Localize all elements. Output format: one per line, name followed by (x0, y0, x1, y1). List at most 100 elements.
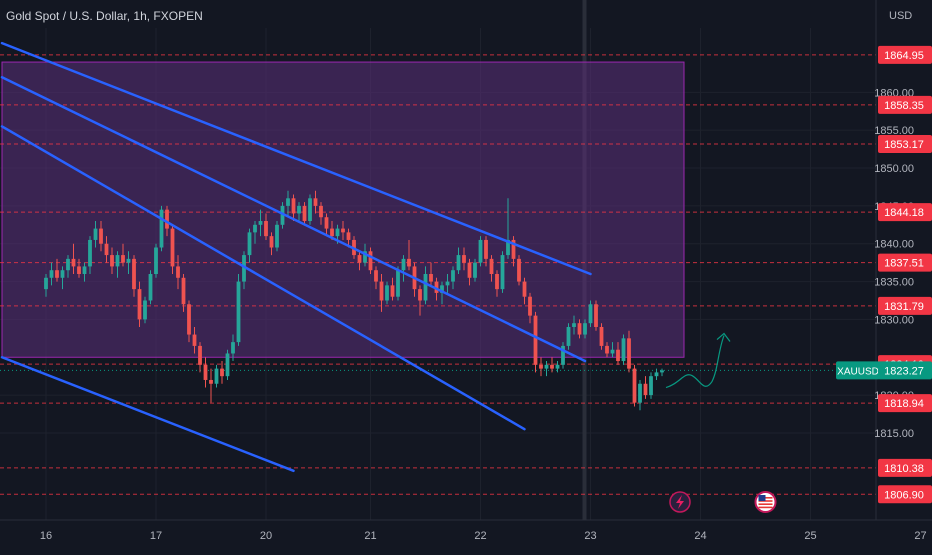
candle-body (462, 255, 466, 263)
lightning-glyph (676, 495, 684, 509)
candle-body (484, 239, 488, 259)
candle-body (192, 334, 197, 346)
price-level-label: 1810.38 (884, 463, 924, 475)
price-level-badge (878, 203, 932, 222)
candle-body (44, 277, 48, 290)
candle-body (82, 266, 87, 274)
candle-body (291, 198, 296, 214)
candle-body (473, 262, 477, 278)
candle-body (572, 323, 576, 327)
candle-body (566, 326, 571, 346)
candle-body (561, 345, 565, 365)
candle-body (368, 251, 373, 271)
candle-body (550, 364, 554, 369)
candle-body (594, 304, 598, 327)
candle-body (456, 255, 461, 271)
y-tick-label: 1835.00 (874, 277, 914, 289)
price-axis-background (876, 0, 932, 550)
candle-body (649, 376, 653, 396)
price-level-label: 1831.79 (884, 301, 924, 313)
candle-body (187, 304, 191, 335)
candle-body (253, 224, 257, 233)
y-tick-label: 1815.00 (874, 428, 914, 440)
candle-body (319, 205, 323, 218)
candle-body (324, 217, 329, 229)
trendline (0, 125, 526, 431)
candle-body (583, 323, 587, 335)
flag-stripe (758, 503, 773, 505)
candle-body (434, 281, 439, 293)
candle-body (159, 209, 164, 248)
candle-body (363, 251, 367, 263)
candle-body (71, 258, 76, 267)
x-tick-label: 25 (804, 530, 816, 542)
supply-zone (1, 61, 685, 358)
flag-canton (758, 495, 766, 501)
currency-label: USD (889, 10, 913, 22)
flag-stripe (758, 506, 773, 509)
candle-body (522, 281, 527, 297)
candle-body (209, 379, 213, 384)
price-level-badge (878, 458, 932, 477)
candle-body (374, 270, 378, 282)
y-tick-label: 1855.00 (874, 125, 914, 137)
candle-body (225, 353, 230, 377)
price-level-badge (878, 394, 932, 413)
candle-body (275, 224, 279, 248)
price-level-badge (878, 253, 932, 272)
candle-body (176, 266, 180, 278)
symbol-label: XAUUSD (837, 366, 879, 377)
candle-body (198, 345, 202, 365)
y-tick-label: 1830.00 (874, 314, 914, 326)
candle-body (55, 270, 59, 278)
candle-body (132, 258, 136, 290)
candle-body (577, 323, 582, 335)
candle-body (638, 383, 642, 403)
candle-body (99, 228, 103, 244)
candle-body (269, 236, 274, 248)
price-level-label: 1806.90 (884, 489, 924, 501)
candle-body (335, 228, 340, 237)
candle-body (390, 285, 395, 297)
x-tick-label: 24 (694, 530, 706, 542)
candle-body (660, 370, 664, 373)
candle-body (280, 205, 285, 225)
candle-body (49, 270, 54, 278)
candle-body (445, 281, 450, 286)
x-tick-label: 16 (40, 530, 52, 542)
candle-body (654, 372, 659, 377)
candle-body (220, 368, 224, 377)
candle-body (533, 315, 538, 365)
price-level-label: 1853.17 (884, 139, 924, 151)
candle-body (264, 221, 268, 237)
candle-body (632, 368, 637, 403)
candle-body (616, 349, 620, 362)
candle-body (110, 255, 114, 267)
candle-body (148, 274, 153, 301)
candle-body (88, 239, 92, 267)
candle-body (126, 258, 131, 263)
candle-body (66, 258, 70, 271)
x-tick-label: 20 (260, 530, 272, 542)
candle-body (643, 383, 648, 396)
candle-body (170, 228, 175, 267)
y-tick-label: 1840.00 (874, 239, 914, 251)
x-tick-label: 22 (474, 530, 486, 542)
candle-body (181, 277, 186, 305)
candle-body (396, 270, 400, 297)
candle-body (137, 289, 142, 320)
candle-body (214, 368, 219, 384)
candle-body (297, 205, 301, 214)
trendline (0, 356, 295, 473)
candle-body (121, 255, 125, 263)
candle-body (599, 326, 604, 346)
candle-body (385, 285, 389, 301)
chart-title: Gold Spot / U.S. Dollar, 1h, FXOPEN (6, 9, 203, 23)
candle-body (242, 255, 246, 282)
candles-group (44, 190, 664, 411)
candle-body (489, 258, 494, 274)
candle-body (401, 258, 406, 271)
candle-body (379, 281, 384, 301)
